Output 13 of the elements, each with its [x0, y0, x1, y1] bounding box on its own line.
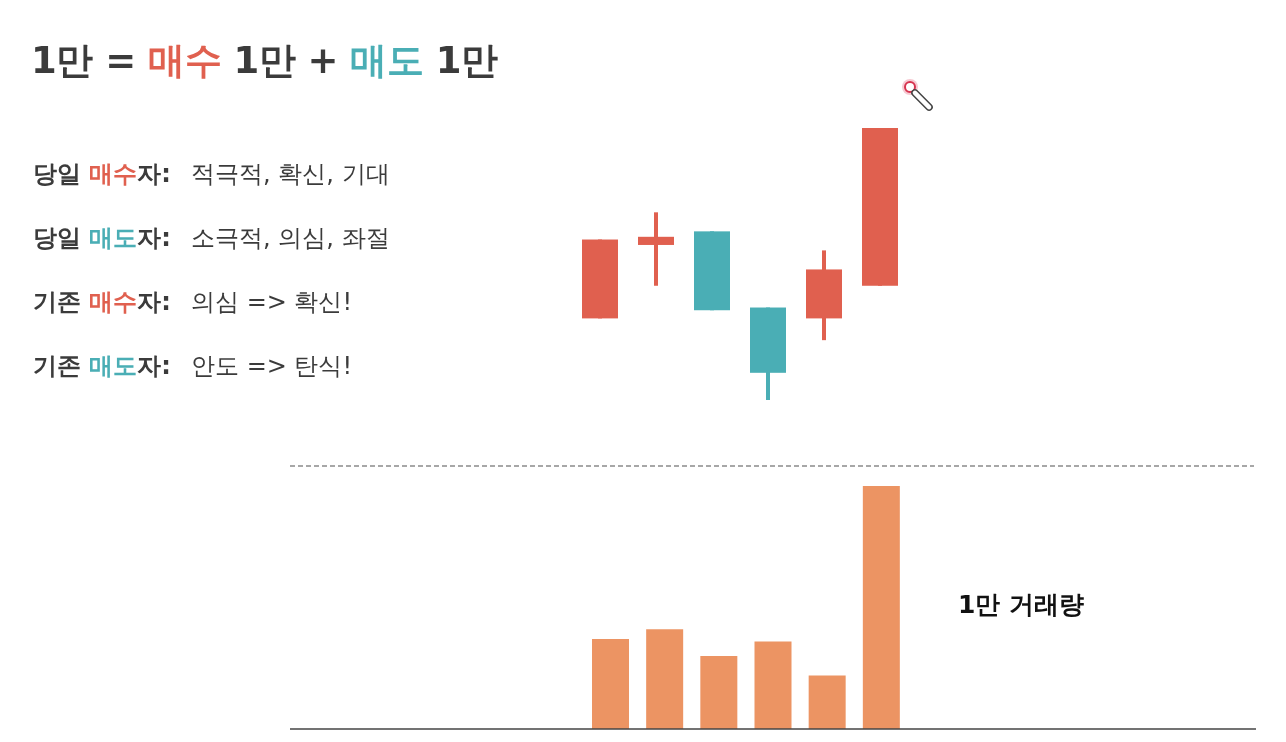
text: 당일 매수자: 적극적, 확신, 기대: [33, 159, 390, 190]
text: 1만 = 매수 1만 + 매도 1만: [31, 39, 498, 82]
bar: [862, 486, 900, 729]
bar: [754, 641, 792, 729]
bar: [700, 656, 738, 729]
bar: [646, 629, 684, 729]
text: 기존 매수자: 의심 => 확신!: [33, 287, 353, 318]
text: 1만 거래량: [958, 589, 1085, 621]
text: 당일 매도자: 소극적, 의심, 좌절: [33, 223, 390, 254]
bar: [808, 675, 846, 729]
bar: [592, 639, 629, 729]
text: 기존 매도자: 안도 => 탄식!: [33, 351, 353, 382]
candlestick: [638, 212, 674, 286]
